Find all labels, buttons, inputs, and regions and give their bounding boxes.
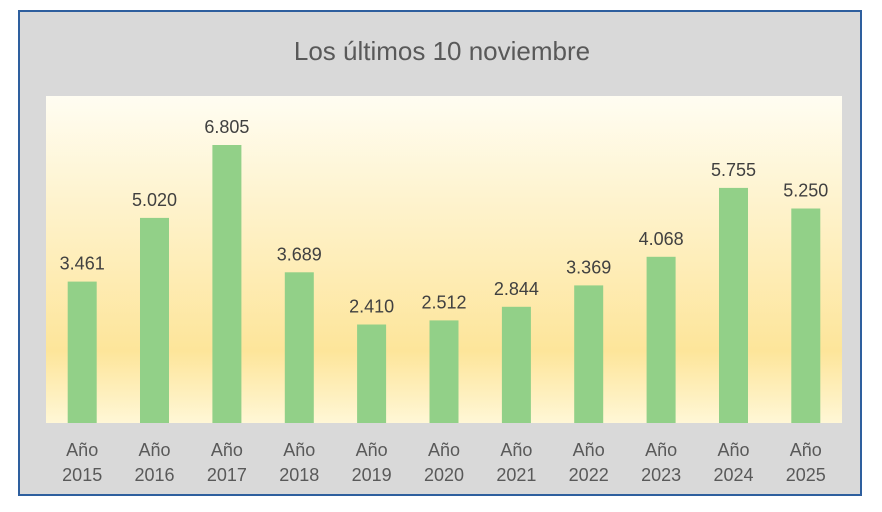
bars-layer (67, 145, 821, 423)
data-labels-layer: 3.461 5.020 6.805 3.689 2.410 2.512 2.844 3.369… (60, 117, 829, 317)
data-label-2021: 2.844 (494, 279, 539, 299)
chart-title: Los últimos 10 noviembre (294, 36, 590, 66)
data-label-2024: 5.755 (711, 160, 756, 180)
data-label-2018: 3.689 (277, 244, 322, 264)
data-label-2025: 5.250 (783, 181, 828, 201)
x-tick-label-2016: Año 2016 (134, 440, 174, 485)
data-label-2020: 2.512 (421, 292, 466, 312)
x-tick-label-2024: Año 2024 (713, 440, 753, 485)
bar-2022 (574, 285, 604, 423)
x-tick-label-2025: Año 2025 (786, 440, 826, 485)
bar-2020 (429, 320, 459, 423)
data-label-2023: 4.068 (639, 229, 684, 249)
bar-2016 (140, 217, 169, 423)
bar-2023 (646, 256, 676, 423)
bar-2015 (67, 281, 97, 423)
x-tick-label-2021: Año 2021 (496, 440, 536, 485)
x-tick-label-2020: Año 2020 (424, 440, 464, 485)
data-label-2016: 5.020 (132, 190, 177, 210)
data-label-2015: 3.461 (60, 254, 105, 274)
x-tick-label-2022: Año 2022 (569, 440, 609, 485)
bar-chart: Los últimos 10 noviembre 3.461 5.020 6.805… (46, 36, 842, 485)
bar-2018 (284, 272, 314, 423)
bar-2019 (357, 324, 387, 423)
x-tick-label-2017: Año 2017 (207, 440, 247, 485)
bar-2025 (791, 208, 821, 423)
bar-2024 (719, 187, 748, 423)
x-tick-label-2023: Año 2023 (641, 440, 681, 485)
x-axis-tick-labels: Año 2015 Año 2016 Año 2017 Año 2018 Año 2019 Año 20… (62, 440, 826, 485)
chart-frame: Los últimos 10 noviembre 3.461 5.020 6.805… (18, 10, 862, 496)
x-tick-label-2015: Año 2015 (62, 440, 102, 485)
data-label-2017: 6.805 (204, 117, 249, 137)
data-label-2022: 3.369 (566, 257, 611, 277)
data-label-2019: 2.410 (349, 297, 394, 317)
x-tick-label-2018: Año 2018 (279, 440, 319, 485)
bar-2021 (501, 306, 531, 423)
bar-2017 (212, 145, 242, 423)
x-tick-label-2019: Año 2019 (352, 440, 392, 485)
